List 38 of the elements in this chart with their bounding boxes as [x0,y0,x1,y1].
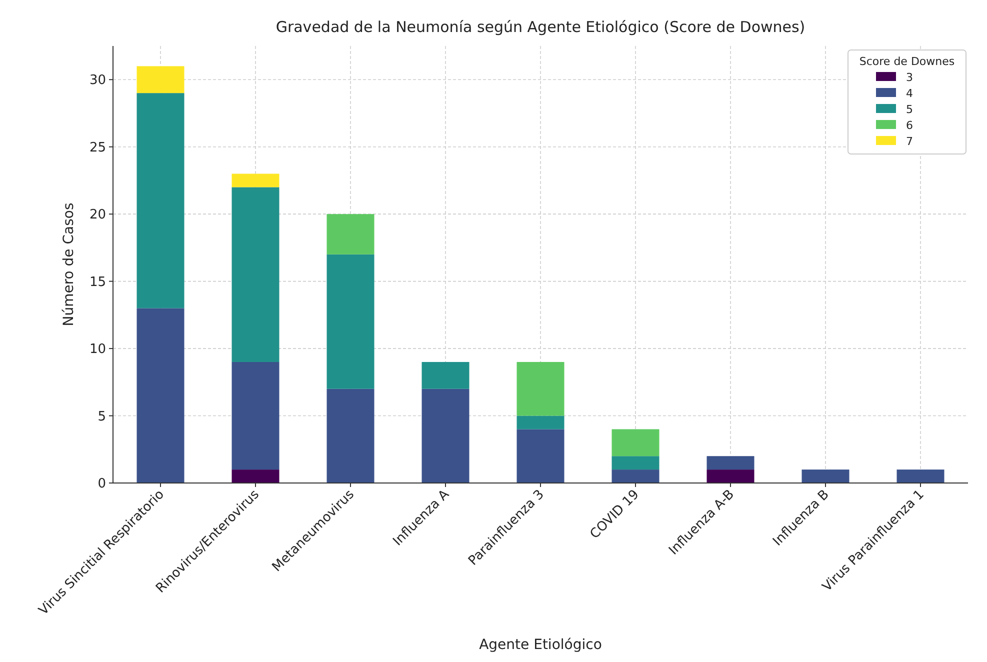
bar [232,174,280,188]
bar [516,362,564,416]
bar [232,362,280,470]
bar [516,416,564,430]
bar [326,214,374,254]
bar [232,187,280,362]
bar [326,388,374,483]
chart-title: Gravedad de la Neumonía según Agente Etiológico (Score de Downes) [276,18,806,36]
y-axis-title: Número de Casos [61,202,77,326]
bar [612,429,660,456]
y-tick-label: 0 [98,476,106,492]
legend-title: Score de Downes [859,55,955,68]
bar [706,470,754,483]
legend-label: 6 [906,118,913,132]
bar [136,93,184,308]
bar [422,388,470,483]
legend-label: 4 [906,86,913,100]
bar [612,456,660,470]
bar [232,470,280,483]
y-tick-label: 10 [89,342,106,358]
x-axis-title: Agente Etiológico [479,637,602,653]
legend-label: 7 [906,134,913,148]
bar [802,470,850,483]
y-tick-label: 25 [89,140,106,156]
legend-label: 3 [906,70,913,84]
y-tick-label: 5 [98,409,106,424]
bar [516,429,564,483]
y-tick-label: 20 [89,208,106,223]
bar [136,66,184,94]
bar [896,470,944,483]
bar [612,470,660,483]
y-tick-label: 15 [89,274,106,290]
legend-label: 5 [906,102,913,116]
bar [422,362,470,389]
y-tick-label: 30 [89,73,106,88]
bar [326,254,374,389]
bar [706,456,754,470]
bar [136,308,184,483]
